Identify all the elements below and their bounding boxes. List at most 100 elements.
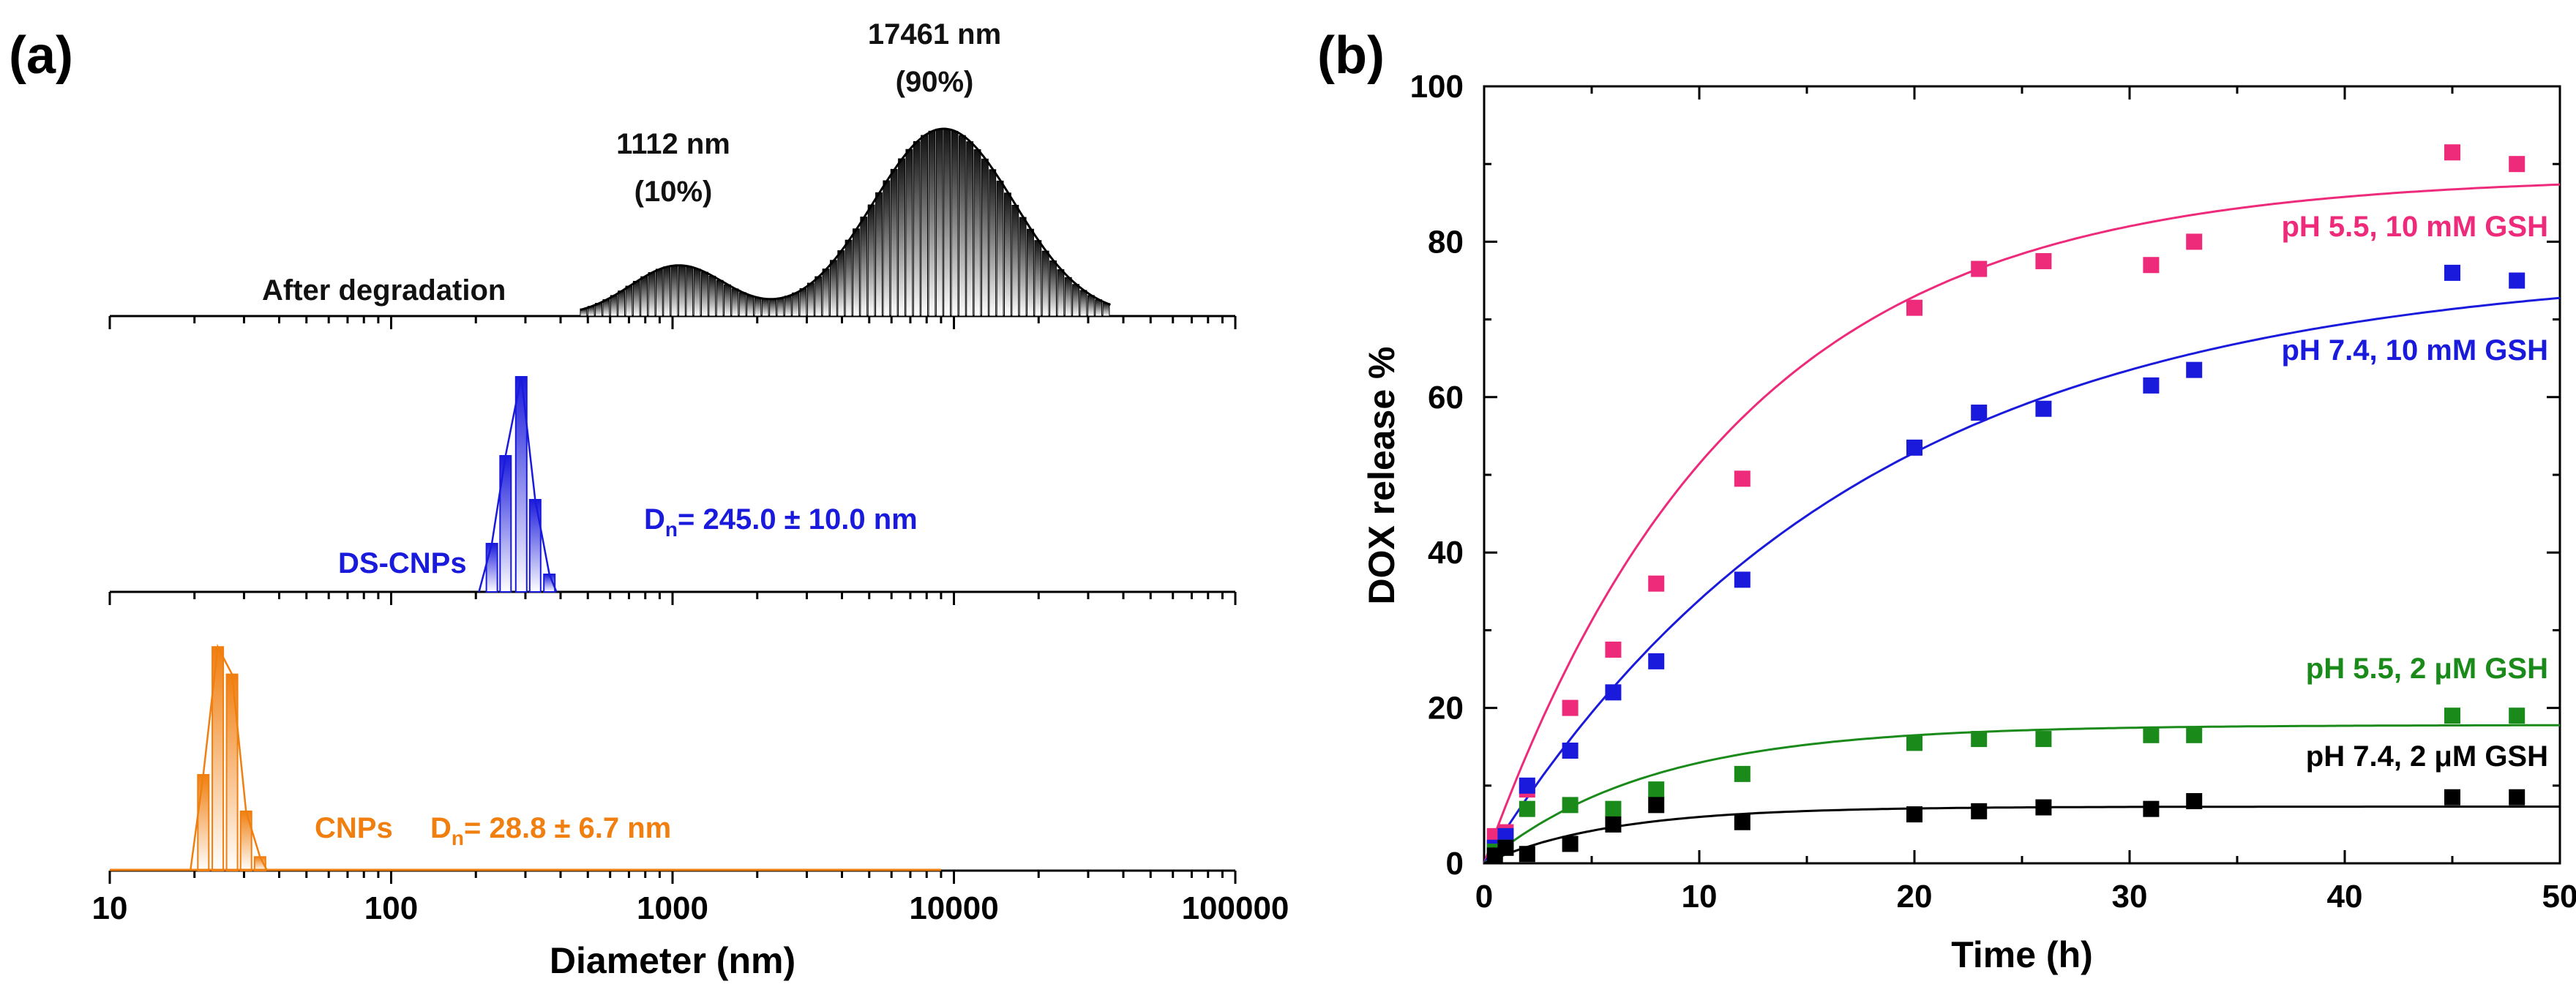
distribution-bar [890,168,898,317]
distribution-envelope [580,127,1111,312]
data-point [1906,299,1922,316]
data-point [1605,641,1622,658]
series-ds-cnps [478,376,558,593]
data-point [2509,156,2526,173]
data-point [2444,707,2460,724]
x-tick-label: 50 [2542,879,2576,915]
distribution-bar [966,141,974,317]
data-point [1971,405,1988,421]
data-point [2035,252,2052,269]
data-point [1648,781,1665,798]
distribution-bar [928,130,936,317]
distribution-bar [981,158,989,317]
data-point [2509,789,2526,806]
distribution-bar [754,297,762,317]
distribution-bar [943,128,951,317]
x-tick-label: 0 [1475,879,1493,915]
distribution-bar [746,295,754,317]
distribution-bar [670,265,678,317]
distribution-bar [678,265,686,317]
data-point [2035,731,2052,748]
x-tick-label: 30 [2112,879,2148,915]
series-label-ph55-2um: pH 5.5, 2 μM GSH [2306,653,2548,685]
data-point [2143,257,2160,274]
distribution-bar [799,288,807,317]
distribution-bar [792,292,800,317]
data-point [1648,653,1665,669]
after-degradation-label: After degradation [262,274,506,307]
distribution-bar [973,149,981,317]
x-tick-label: 40 [2327,879,2363,915]
histogram-bar [485,543,498,593]
data-point [2186,361,2203,378]
distribution-bar [625,285,633,317]
distribution-bar [935,128,943,317]
distribution-bar [822,269,830,317]
fit-curve [1483,806,2560,865]
distribution-bar [905,149,913,317]
histogram-envelope [189,643,269,871]
distribution-bar [1041,250,1049,317]
peak1-percent-label: (10%) [634,176,713,208]
distribution-bar [610,295,618,317]
data-point [2186,233,2203,250]
data-point [1519,846,1535,863]
distribution-bar [1049,260,1057,317]
distribution-bar [769,298,777,317]
distribution-bar [921,135,929,317]
y-tick-label: 80 [1428,224,1464,260]
data-point [2186,726,2203,743]
y-tick-label: 40 [1428,535,1464,571]
data-point [2444,264,2460,281]
data-point [1605,684,1622,701]
distribution-bar [829,260,837,317]
distribution-bar [913,140,921,317]
data-point [1971,731,1988,748]
data-point [1648,797,1665,814]
panel-a: (a) 10 100 1000 10000 100000 Diameter (n… [9,18,1289,981]
histogram-envelope [478,376,558,593]
data-point [1519,800,1535,817]
cnps-dn-stat: Dn= 28.8 ± 6.7 nm [430,812,671,849]
data-point [1497,839,1514,856]
distribution-bar [1079,290,1087,317]
distribution-bar [1011,204,1019,317]
distribution-bar [632,280,640,317]
data-point [1906,735,1922,751]
distribution-bar [883,180,891,317]
fit-curve [1483,724,2561,865]
distribution-bar [1027,228,1034,317]
data-point [1734,571,1751,588]
distribution-bar [1095,299,1103,317]
x-ticks-a [108,316,1237,884]
histogram-bar [528,499,542,593]
fit-curves [1483,183,2561,865]
distribution-bar [958,135,966,317]
series-label-ph55-10mm: pH 5.5, 10 mM GSH [2281,211,2548,243]
distribution-bar [716,279,724,317]
data-point [1971,260,1988,277]
data-point [2444,144,2460,161]
data-point [1971,803,1988,819]
distribution-bar [989,169,997,317]
distribution-bar [776,297,785,317]
y-tick-label: 60 [1428,380,1464,416]
distribution-bar [867,204,875,317]
series-cnps [110,643,941,872]
distribution-bar [898,158,905,317]
distribution-bar [640,276,648,317]
peak2-value-label: 17461 nm [868,18,1001,50]
distribution-bar [837,250,845,317]
distribution-bar [686,266,694,317]
distribution-bar [655,269,663,317]
ds-cnps-dn-stat: Dn= 245.0 ± 10.0 nm [644,503,918,541]
series-after-degradation [580,127,1111,317]
distribution-bar [1034,240,1042,317]
y-tick-label: 0 [1446,846,1464,882]
data-point [2035,400,2052,417]
data-point [2035,799,2052,816]
data-point [2444,789,2460,806]
distribution-bar [738,292,746,317]
cnps-label: CNPs [315,812,393,844]
